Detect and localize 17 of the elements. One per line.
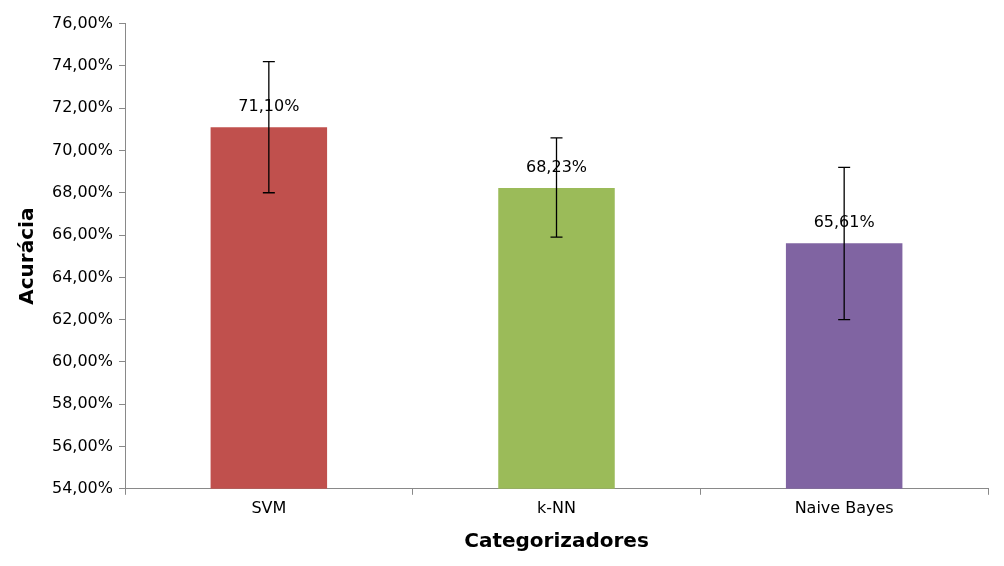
y-tick-label: 70,00% [51,139,114,159]
y-tick-label: 74,00% [51,55,114,75]
y-tick-label: 76,00% [51,12,114,32]
y-tick-label: 64,00% [51,266,114,286]
y-tick-label: 56,00% [51,435,114,455]
y-tick-label: 54,00% [51,477,114,497]
y-tick-label: 68,00% [51,181,114,201]
x-tick-label: k-NN [537,497,576,517]
y-tick-label: 62,00% [51,308,114,328]
x-tick-label: Naive Bayes [794,497,894,517]
y-tick-label: 60,00% [51,351,114,371]
x-axis-title: Categorizadores [464,528,649,553]
y-tick-label: 72,00% [51,97,114,117]
x-tick-label: SVM [251,497,287,517]
y-tick-label: 66,00% [51,224,114,244]
y-axis-title: Acurácia [14,207,39,305]
y-tick-label: 58,00% [51,393,114,413]
